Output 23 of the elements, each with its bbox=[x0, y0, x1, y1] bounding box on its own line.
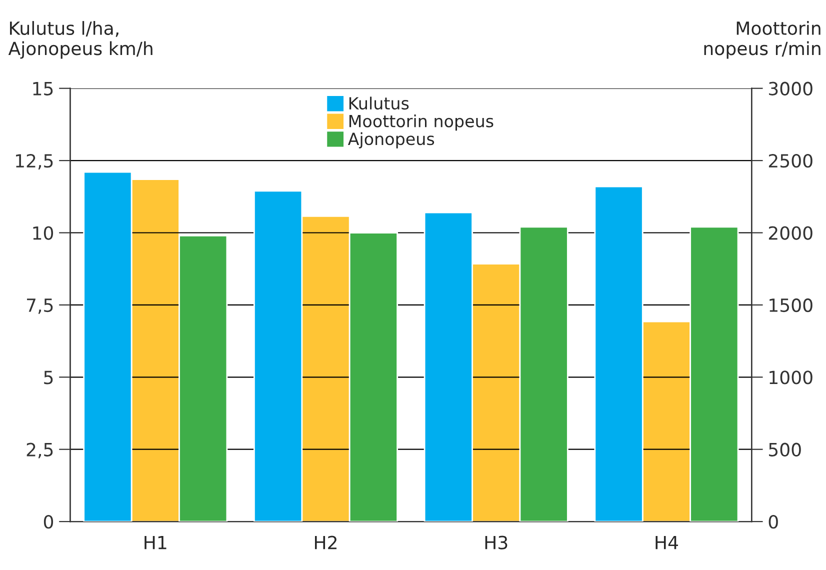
x-tick-label: H1 bbox=[144, 536, 166, 550]
y2-tick-label: 0 bbox=[768, 515, 778, 529]
y-tick-label: 10 bbox=[33, 226, 54, 240]
y2-tick-label: 2000 bbox=[768, 226, 812, 240]
x-tick-label: H3 bbox=[485, 536, 508, 550]
y2-tick-label: 1500 bbox=[770, 298, 812, 312]
legend-label: Moottorin nopeus bbox=[349, 114, 494, 131]
y-tick-label: 5 bbox=[44, 370, 53, 384]
y-tick-label: 0 bbox=[44, 515, 54, 529]
y2-tick-label: 500 bbox=[769, 442, 801, 456]
y-tick-label: 15 bbox=[33, 82, 53, 96]
y2-axis-title: Moottorin nopeus r/min bbox=[704, 21, 820, 59]
legend-label: Kulutus bbox=[349, 96, 409, 110]
x-tick-label: H4 bbox=[656, 536, 678, 550]
y-tick-label: 2,5 bbox=[26, 442, 53, 458]
y2-tick-label: 1000 bbox=[770, 370, 812, 384]
y2-tick-label: 3000 bbox=[769, 82, 812, 96]
y-axis-title: Kulutus l/ha, Ajonopeus km/h bbox=[8, 21, 152, 59]
legend-label: Ajonopeus bbox=[348, 132, 434, 148]
y2-tick-label: 2500 bbox=[768, 154, 812, 168]
x-tick-label: H2 bbox=[314, 536, 336, 550]
y-tick-label: 12,5 bbox=[16, 154, 53, 170]
y-tick-label: 7,5 bbox=[27, 298, 53, 314]
